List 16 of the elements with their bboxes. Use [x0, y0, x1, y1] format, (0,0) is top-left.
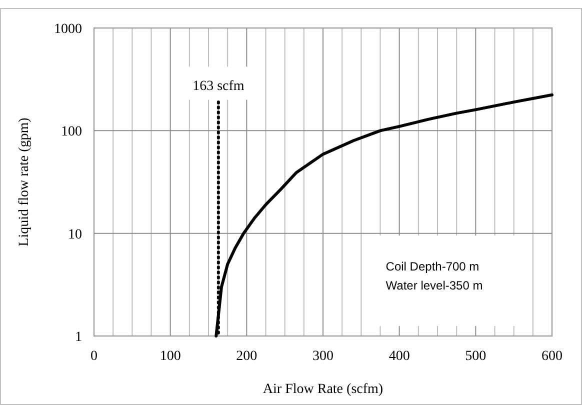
x-tick-label: 500 — [465, 349, 486, 364]
ref-line-label: 163 scfm — [192, 78, 244, 94]
y-tick-label: 100 — [61, 124, 82, 140]
x-tick-label: 400 — [388, 349, 410, 364]
annotation: Coil Depth-700 m — [386, 260, 480, 274]
x-tick-label: 0 — [90, 349, 98, 364]
x-tick-label: 200 — [236, 349, 258, 364]
x-tick-label: 600 — [542, 349, 562, 364]
y-tick-label: 10 — [68, 227, 82, 242]
x-axis-title: Air Flow Rate (scfm) — [262, 382, 384, 397]
y-tick-label: 1000 — [54, 22, 82, 37]
y-tick-label: 1 — [75, 330, 82, 345]
x-tick-label: 100 — [160, 349, 181, 364]
annotation: Water level-350 m — [386, 278, 483, 293]
y-axis-title: Liquid flow rate (gpm) — [17, 117, 32, 246]
x-tick-label: 300 — [312, 349, 334, 364]
